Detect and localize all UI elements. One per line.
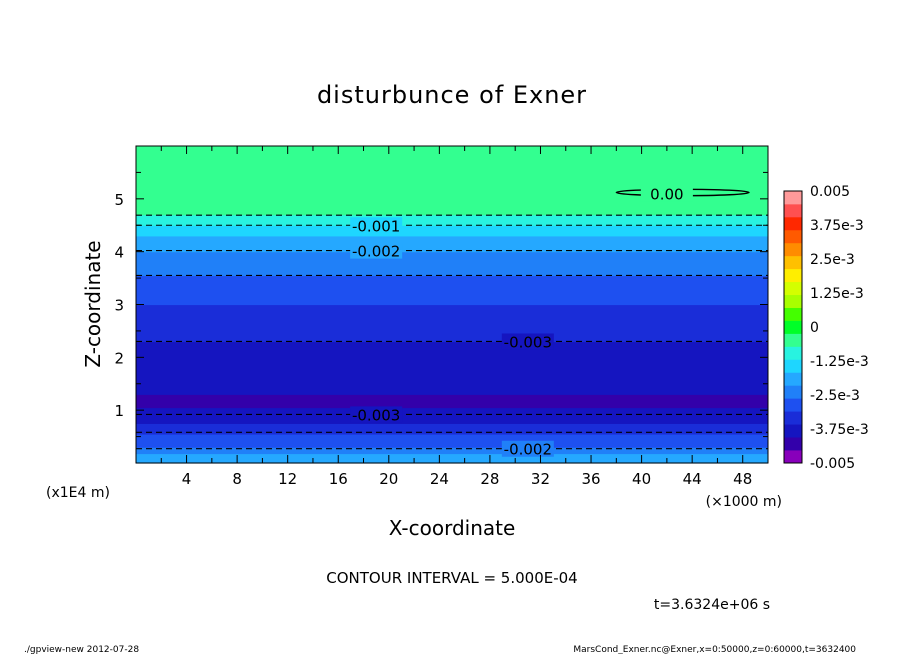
colorbar-cell-7 <box>784 359 802 373</box>
colorbar-label: 0.005 <box>810 184 850 200</box>
band-4 <box>136 407 768 424</box>
y-axis-label: Z-coordinate <box>81 240 105 367</box>
colorbar-cell-4 <box>784 398 802 412</box>
colorbar-label: -2.5e-3 <box>810 388 860 404</box>
x-tick-label: 12 <box>278 470 297 488</box>
colorbar-label: -0.005 <box>810 456 855 472</box>
contour-label-4: -0.003 <box>352 406 400 424</box>
x-axis: 4 8 12 16 20 24 28 32 36 40 44 48 <box>160 146 769 488</box>
x-tick-label: 44 <box>683 470 702 488</box>
colorbar-cell-15 <box>784 255 802 270</box>
band-12 <box>136 214 768 226</box>
colorbar-label: -3.75e-3 <box>810 422 869 438</box>
colorbar-cell-3 <box>784 411 802 425</box>
contour-labels: 0.00 -0.001 -0.002 -0.003 -0.003 -0.002 <box>350 185 693 459</box>
colorbar-cell-17 <box>784 229 802 244</box>
x-unit-label: (×1000 m) <box>706 494 782 510</box>
x-tick-label: 36 <box>581 470 600 488</box>
contour-label-0: 0.00 <box>650 186 683 204</box>
colorbar-cell-0 <box>784 450 802 464</box>
contour-label-3: -0.003 <box>504 333 552 351</box>
band-7 <box>136 304 768 343</box>
colorbar-labels: 0.005 3.75e-3 2.5e-3 1.25e-3 0 -1.25e-3 -2.5e-… <box>810 184 869 472</box>
footer-right: MarsCond_Exner.nc@Exner,x=0:50000,z=0:60… <box>573 645 856 654</box>
x-tick-label: 48 <box>733 470 752 488</box>
x-tick-label: 8 <box>232 470 242 488</box>
y-axis: 1 2 3 4 5 <box>114 171 768 438</box>
x-tick-label: 24 <box>430 470 449 488</box>
colorbar-label: 0 <box>810 320 819 336</box>
band-8 <box>136 275 768 306</box>
colorbar-label: 1.25e-3 <box>810 286 864 302</box>
y-tick-label: 3 <box>114 297 124 315</box>
band-5 <box>136 394 768 409</box>
x-tick-label: 20 <box>379 470 398 488</box>
contour-label-bg-0 <box>640 185 693 202</box>
colorbar-cell-11 <box>784 307 802 321</box>
x-tick-label: 40 <box>632 470 651 488</box>
contour-label-bg-2 <box>350 242 403 259</box>
colorbar <box>783 190 803 464</box>
y-unit-label: (x1E4 m) <box>46 485 110 501</box>
band-6 <box>136 341 768 395</box>
contour-lines <box>136 188 768 450</box>
colorbar-cell-10 <box>784 320 802 334</box>
band-0 <box>136 453 768 464</box>
contour-label-1: -0.001 <box>352 217 400 235</box>
y-tick-label: 4 <box>114 244 124 262</box>
colorbar-cell-8 <box>784 346 802 360</box>
x-tick-label: 4 <box>182 470 192 488</box>
colorbar-cell-16 <box>784 242 802 257</box>
x-tick-label: 16 <box>329 470 348 488</box>
y-tick-label: 5 <box>114 191 124 209</box>
colorbar-label: -1.25e-3 <box>810 354 869 370</box>
colorbar-cell-20 <box>784 191 802 205</box>
colorbar-cell-18 <box>784 216 802 231</box>
contour-label-bg-1 <box>350 217 403 234</box>
colorbar-cell-14 <box>784 268 802 283</box>
time-label: t=3.6324e+06 s <box>654 597 770 613</box>
band-11 <box>136 225 768 237</box>
colorbar-cell-2 <box>784 424 802 438</box>
band-9 <box>136 251 768 277</box>
contour-fill <box>136 146 768 464</box>
band-13 <box>136 146 768 216</box>
colorbar-cell-6 <box>784 372 802 386</box>
colorbar-cell-13 <box>784 281 802 296</box>
contour-label-2: -0.002 <box>352 243 400 261</box>
colorbar-label: 2.5e-3 <box>810 252 855 268</box>
x-tick-label: 28 <box>480 470 499 488</box>
colorbar-cell-12 <box>784 294 802 308</box>
chart-title: disturbunce of Exner <box>317 81 587 109</box>
colorbar-frame <box>783 190 803 464</box>
band-2 <box>136 433 768 448</box>
colorbar-cell-9 <box>784 333 802 347</box>
y-tick-label: 2 <box>114 349 124 367</box>
band-1 <box>136 447 768 455</box>
band-3 <box>136 423 768 435</box>
x-tick-label: 32 <box>531 470 550 488</box>
colorbar-cell-5 <box>784 385 802 399</box>
contour-label-bg-3 <box>501 333 554 350</box>
colorbar-cell-19 <box>784 203 802 218</box>
contour-label-5: -0.002 <box>504 441 552 459</box>
band-10 <box>136 235 768 253</box>
x-axis-label: X-coordinate <box>389 516 516 540</box>
y-tick-label: 1 <box>114 402 124 420</box>
contour-interval-text: CONTOUR INTERVAL = 5.000E-04 <box>326 569 577 587</box>
footer-left: ./gpview-new 2012-07-28 <box>24 645 139 654</box>
colorbar-cell-1 <box>784 437 802 451</box>
colorbar-label: 3.75e-3 <box>810 218 864 234</box>
contour-label-bg-5 <box>501 440 554 457</box>
contour-label-bg-4 <box>350 406 403 423</box>
